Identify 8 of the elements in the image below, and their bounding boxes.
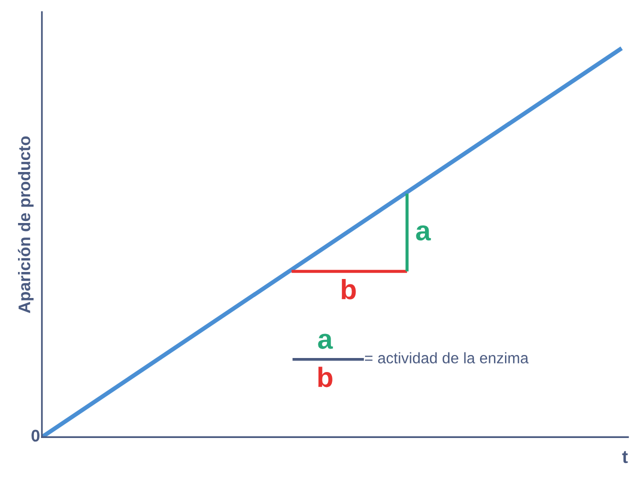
annotation: a: [318, 334, 333, 349]
annotation: b: [318, 366, 332, 388]
annotation: = actividad de la enzima: [365, 352, 529, 364]
annotation: b: [342, 279, 356, 300]
x-axis-title: t: [622, 451, 628, 464]
annotation: 0: [32, 430, 40, 442]
y-axis-title: Aparición de producto: [18, 136, 34, 314]
annotation: a: [416, 225, 431, 241]
